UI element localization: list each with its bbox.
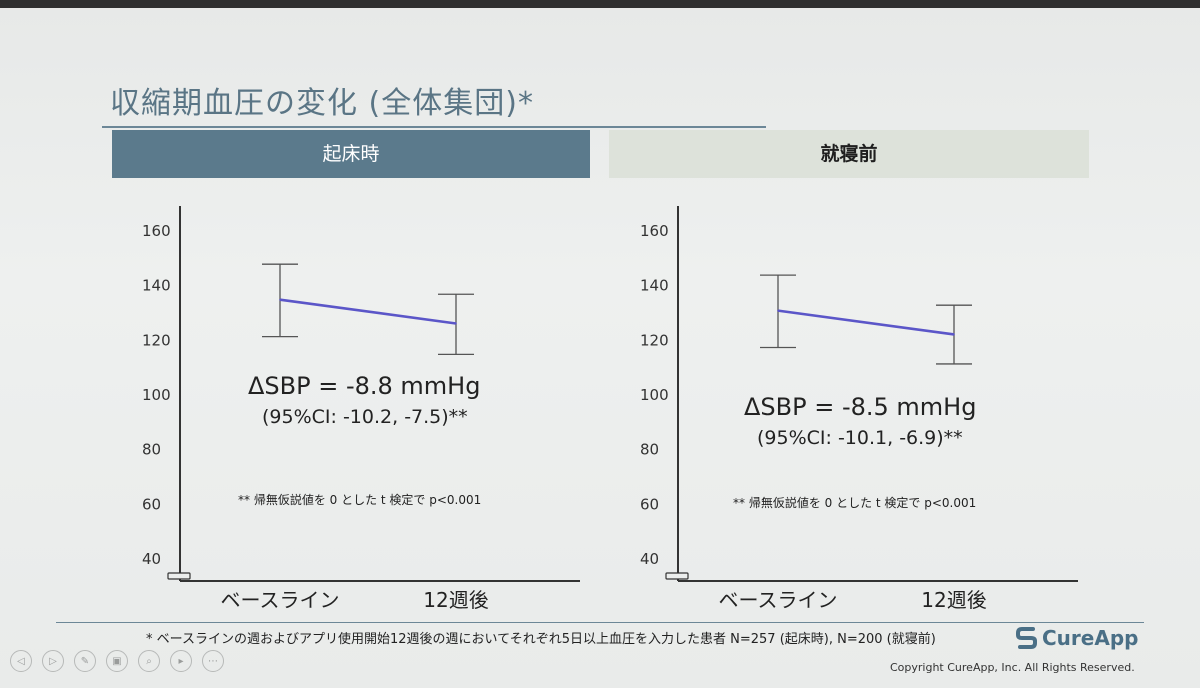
axis-break-icon bbox=[167, 572, 191, 580]
y-tick-label: 160 bbox=[142, 222, 171, 240]
prev-icon[interactable]: ◁ bbox=[10, 650, 32, 672]
logo-text: CureApp bbox=[1042, 626, 1139, 650]
y-tick-label: 120 bbox=[142, 331, 171, 349]
y-tick-label: 40 bbox=[640, 550, 659, 568]
data-point bbox=[279, 298, 281, 301]
next-icon[interactable]: ▷ bbox=[42, 650, 64, 672]
chart-right: 160 140 120 100 80 60 40 ベースライン 12週後 bbox=[640, 206, 1078, 612]
y-tick-label: 100 bbox=[640, 386, 669, 404]
copyright: Copyright CureApp, Inc. All Rights Reser… bbox=[890, 661, 1135, 674]
cureapp-logo: CureApp bbox=[1016, 626, 1138, 650]
x-category-label: ベースライン bbox=[719, 588, 838, 612]
pen-icon[interactable]: ✎ bbox=[74, 650, 96, 672]
cureapp-logo-icon bbox=[1016, 627, 1037, 649]
y-tick-label: 160 bbox=[640, 222, 669, 240]
slides-icon[interactable]: ▣ bbox=[106, 650, 128, 672]
ci-right: (95%CI: -10.1, -6.9)** bbox=[757, 427, 963, 449]
note-left: ** 帰無仮説値を 0 とした t 検定で p<0.001 bbox=[238, 493, 482, 507]
slide: 収縮期血圧の変化 (全体集団)* 起床時 就寝前 160 140 120 100 80 6… bbox=[0, 8, 1200, 688]
delta-sbp-right: ΔSBP = -8.5 mmHg bbox=[744, 393, 977, 421]
camera-icon[interactable]: ▸ bbox=[170, 650, 192, 672]
y-tick-label: 120 bbox=[640, 331, 669, 349]
y-tick-label: 80 bbox=[142, 441, 161, 459]
zoom-icon[interactable]: ⌕ bbox=[138, 650, 160, 672]
presentation-nav: ◁ ▷ ✎ ▣ ⌕ ▸ ⋯ bbox=[10, 650, 224, 672]
more-icon[interactable]: ⋯ bbox=[202, 650, 224, 672]
data-point bbox=[455, 322, 457, 325]
x-category-label: 12週後 bbox=[423, 588, 488, 612]
data-point bbox=[953, 333, 955, 336]
x-category-label: ベースライン bbox=[221, 588, 340, 612]
y-tick-label: 40 bbox=[142, 550, 161, 568]
x-category-label: 12週後 bbox=[921, 588, 986, 612]
title-underline bbox=[102, 126, 766, 128]
y-tick-label: 60 bbox=[142, 495, 161, 513]
delta-sbp-left: ΔSBP = -8.8 mmHg bbox=[248, 372, 481, 400]
footer-rule bbox=[56, 622, 1144, 623]
slide-title: 収縮期血圧の変化 (全体集団)* bbox=[110, 86, 534, 121]
ci-left: (95%CI: -10.2, -7.5)** bbox=[262, 406, 468, 428]
chart-left: 160 140 120 100 80 60 40 ベースライン 12週後 bbox=[142, 206, 580, 612]
series-line bbox=[279, 298, 457, 325]
axis-break-icon bbox=[665, 572, 689, 580]
footnote: * ベースラインの週およびアプリ使用開始12週後の週においてそれぞれ5日以上血圧… bbox=[146, 632, 936, 647]
series-line bbox=[777, 309, 955, 336]
y-tick-label: 140 bbox=[142, 277, 171, 295]
y-tick-label: 80 bbox=[640, 441, 659, 459]
panel-header-right: 就寝前 bbox=[609, 130, 1089, 178]
y-tick-label: 140 bbox=[640, 277, 669, 295]
panel-header-left: 起床時 bbox=[112, 130, 590, 178]
data-point bbox=[777, 309, 779, 312]
y-tick-label: 60 bbox=[640, 495, 659, 513]
note-right: ** 帰無仮説値を 0 とした t 検定で p<0.001 bbox=[733, 496, 977, 510]
y-tick-label: 100 bbox=[142, 386, 171, 404]
